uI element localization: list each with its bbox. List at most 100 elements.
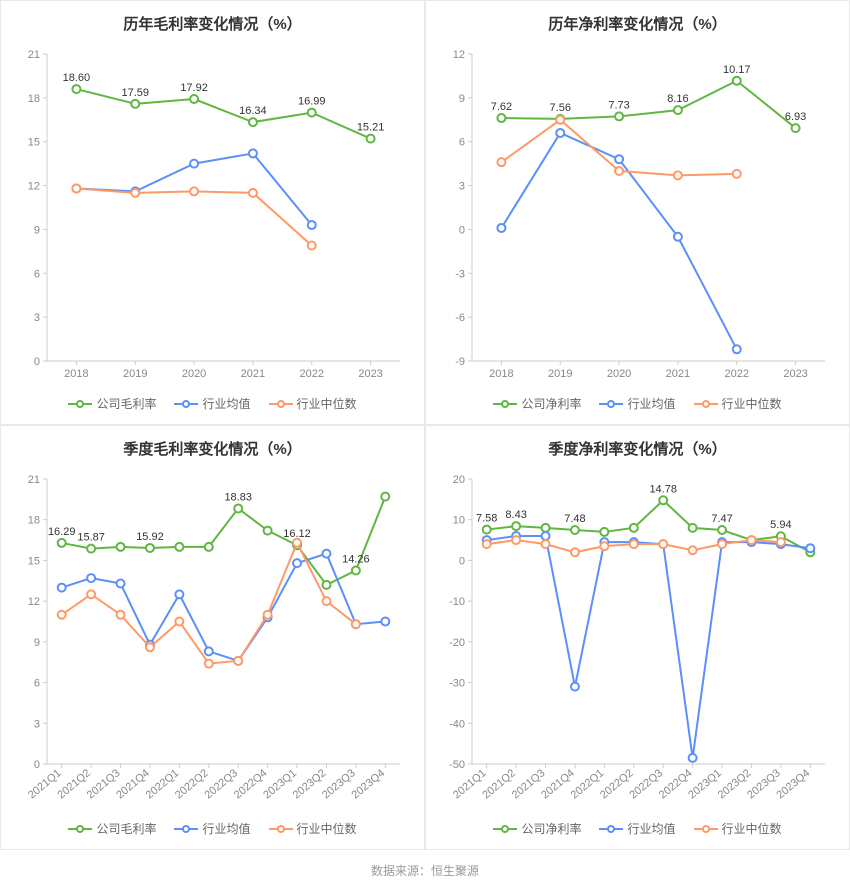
legend-label: 行业均值	[627, 395, 675, 412]
svg-text:15.87: 15.87	[77, 532, 105, 544]
legend-marker-icon	[68, 823, 92, 835]
legend-item[interactable]: 公司净利率	[493, 820, 581, 837]
legend: 公司毛利率 行业均值 行业中位数	[1, 385, 424, 424]
legend-label: 行业均值	[202, 820, 250, 837]
svg-text:7.47: 7.47	[711, 513, 732, 525]
legend-item[interactable]: 行业中位数	[694, 395, 782, 412]
legend: 公司毛利率 行业均值 行业中位数	[1, 810, 424, 849]
legend-marker-icon	[493, 823, 517, 835]
svg-text:7.62: 7.62	[491, 101, 512, 113]
chart-area: 0369121518212021Q12021Q22021Q32021Q42022…	[1, 465, 424, 810]
chart-title: 历年毛利率变化情况（%）	[1, 1, 424, 40]
svg-text:9: 9	[34, 637, 40, 649]
panel-quarterly-gross-margin: 季度毛利率变化情况（%） 0369121518212021Q12021Q2202…	[0, 425, 425, 850]
svg-text:7.48: 7.48	[564, 513, 585, 525]
legend-marker-icon	[269, 823, 293, 835]
svg-text:-6: -6	[455, 312, 465, 324]
legend-label: 行业均值	[627, 820, 675, 837]
legend-marker-icon	[269, 398, 293, 410]
line-chart: -50-40-30-20-10010202021Q12021Q22021Q320…	[436, 465, 839, 810]
svg-text:2023: 2023	[358, 368, 382, 380]
chart-title: 季度毛利率变化情况（%）	[1, 426, 424, 465]
svg-text:2022: 2022	[300, 368, 324, 380]
legend-marker-icon	[174, 398, 198, 410]
legend-marker-icon	[694, 823, 718, 835]
chart-area: -9-6-30369122018201920202021202220237.62…	[426, 40, 849, 385]
svg-text:18.83: 18.83	[224, 491, 252, 503]
svg-text:17.92: 17.92	[180, 82, 208, 94]
svg-text:-40: -40	[449, 718, 465, 730]
legend-marker-icon	[493, 398, 517, 410]
svg-text:2019: 2019	[123, 368, 147, 380]
svg-text:6: 6	[34, 678, 40, 690]
svg-text:21: 21	[28, 49, 40, 61]
chart-grid: 历年毛利率变化情况（%） 036912151821201820192020202…	[0, 0, 850, 850]
svg-text:12: 12	[28, 596, 40, 608]
svg-text:8.16: 8.16	[667, 93, 688, 105]
legend-marker-icon	[694, 398, 718, 410]
svg-text:7.58: 7.58	[476, 513, 497, 525]
svg-text:0: 0	[34, 759, 40, 771]
svg-text:9: 9	[459, 93, 465, 105]
svg-text:20: 20	[453, 474, 465, 486]
svg-text:15.92: 15.92	[136, 531, 164, 543]
legend-item[interactable]: 公司净利率	[493, 395, 581, 412]
legend-item[interactable]: 行业均值	[174, 395, 250, 412]
svg-text:2020: 2020	[607, 368, 631, 380]
chart-title: 季度净利率变化情况（%）	[426, 426, 849, 465]
svg-text:16.34: 16.34	[239, 105, 267, 117]
legend: 公司净利率 行业均值 行业中位数	[426, 810, 849, 849]
svg-text:2021: 2021	[241, 368, 265, 380]
svg-text:2018: 2018	[64, 368, 88, 380]
legend: 公司净利率 行业均值 行业中位数	[426, 385, 849, 424]
svg-text:18: 18	[28, 93, 40, 105]
svg-text:-30: -30	[449, 678, 465, 690]
svg-text:17.59: 17.59	[121, 87, 149, 99]
svg-text:0: 0	[34, 356, 40, 368]
svg-text:2019: 2019	[548, 368, 572, 380]
svg-text:8.43: 8.43	[505, 509, 526, 521]
legend-item[interactable]: 行业均值	[599, 820, 675, 837]
legend-label: 行业均值	[202, 395, 250, 412]
panel-annual-net-margin: 历年净利率变化情况（%） -9-6-3036912201820192020202…	[425, 0, 850, 425]
legend-label: 公司净利率	[521, 395, 581, 412]
legend-item[interactable]: 行业中位数	[269, 820, 357, 837]
svg-text:-9: -9	[455, 356, 465, 368]
svg-text:-3: -3	[455, 268, 465, 280]
svg-text:2023Q4: 2023Q4	[775, 767, 813, 801]
panel-quarterly-net-margin: 季度净利率变化情况（%） -50-40-30-20-10010202021Q12…	[425, 425, 850, 850]
legend-label: 公司毛利率	[96, 820, 156, 837]
svg-text:3: 3	[34, 718, 40, 730]
svg-text:2022: 2022	[725, 368, 749, 380]
svg-text:2018: 2018	[489, 368, 513, 380]
legend-marker-icon	[174, 823, 198, 835]
panel-annual-gross-margin: 历年毛利率变化情况（%） 036912151821201820192020202…	[0, 0, 425, 425]
svg-text:3: 3	[34, 312, 40, 324]
svg-text:15: 15	[28, 555, 40, 567]
legend-label: 行业中位数	[297, 395, 357, 412]
legend-item[interactable]: 行业均值	[174, 820, 250, 837]
line-chart: 03691215182120182019202020212022202318.6…	[11, 40, 414, 385]
legend-item[interactable]: 公司毛利率	[68, 820, 156, 837]
legend-label: 行业中位数	[722, 820, 782, 837]
svg-text:-20: -20	[449, 637, 465, 649]
data-source-footer: 数据来源：恒生聚源	[0, 850, 850, 891]
chart-title: 历年净利率变化情况（%）	[426, 1, 849, 40]
legend-item[interactable]: 行业中位数	[269, 395, 357, 412]
svg-text:6.93: 6.93	[785, 111, 806, 123]
svg-text:2020: 2020	[182, 368, 206, 380]
svg-text:15: 15	[28, 137, 40, 149]
svg-text:18.60: 18.60	[63, 72, 91, 84]
legend-item[interactable]: 公司毛利率	[68, 395, 156, 412]
svg-text:2023: 2023	[783, 368, 807, 380]
svg-text:3: 3	[459, 181, 465, 193]
line-chart: 0369121518212021Q12021Q22021Q32021Q42022…	[11, 465, 414, 810]
svg-text:6: 6	[34, 268, 40, 280]
legend-item[interactable]: 行业均值	[599, 395, 675, 412]
legend-label: 公司毛利率	[96, 395, 156, 412]
svg-text:16.29: 16.29	[48, 526, 76, 538]
legend-item[interactable]: 行业中位数	[694, 820, 782, 837]
svg-text:15.21: 15.21	[357, 122, 385, 134]
legend-label: 行业中位数	[297, 820, 357, 837]
svg-text:12: 12	[453, 49, 465, 61]
